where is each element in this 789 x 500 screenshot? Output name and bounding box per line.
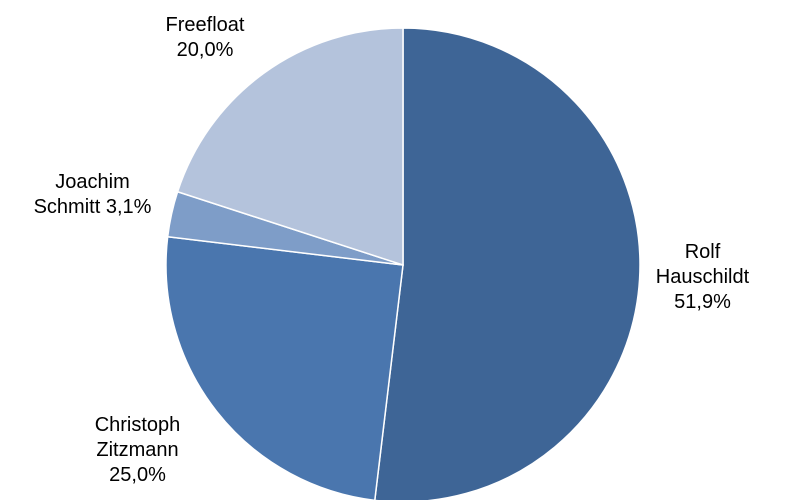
- label-rolf-hauschildt: Rolf Hauschildt 51,9%: [655, 240, 750, 315]
- label-christoph-value: 25,0%: [109, 464, 166, 486]
- pie-slices: [165, 27, 641, 500]
- label-joachim-schmitt: Joachim Schmitt 3,1%: [5, 170, 180, 220]
- label-freefloat: Freefloat 20,0%: [150, 13, 260, 63]
- label-freefloat-name: Freefloat: [165, 14, 245, 36]
- pie-slice-christoph-zitzmann: [165, 235, 404, 500]
- pie-slice-rolf-hauschildt: [374, 27, 641, 500]
- label-christoph-name-2: Zitzmann: [96, 439, 179, 461]
- label-freefloat-value: 20,0%: [176, 39, 234, 61]
- label-rolf-value: 51,9%: [674, 291, 731, 313]
- label-christoph-name-1: Christoph: [94, 414, 181, 436]
- label-rolf-name-2: Hauschildt: [655, 266, 750, 288]
- label-joachim-value: Schmitt 3,1%: [33, 196, 152, 218]
- label-christoph-zitzmann: Christoph Zitzmann 25,0%: [75, 413, 200, 488]
- label-rolf-name-1: Rolf: [684, 241, 721, 263]
- label-joachim-name: Joachim: [55, 171, 130, 193]
- pie-slice-freefloat: [176, 27, 404, 267]
